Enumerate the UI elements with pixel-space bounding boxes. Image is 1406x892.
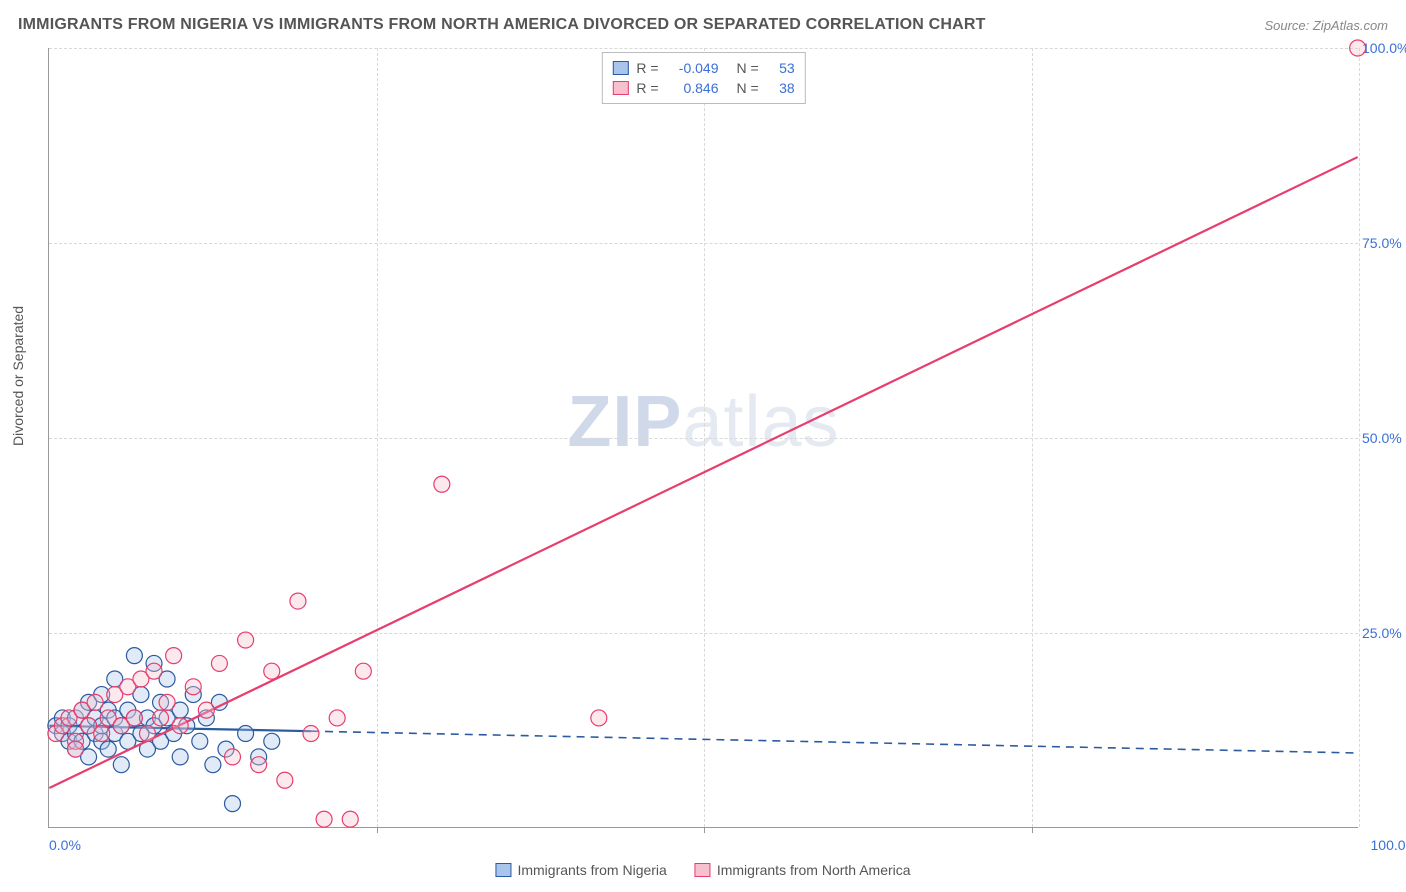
series-label-0: Immigrants from Nigeria: [517, 862, 666, 878]
x-tick-label: 0.0%: [49, 837, 81, 853]
y-axis-label: Divorced or Separated: [10, 306, 26, 446]
series-legend: Immigrants from Nigeria Immigrants from …: [495, 862, 910, 878]
series-label-1: Immigrants from North America: [717, 862, 911, 878]
y-tick-label: 50.0%: [1362, 430, 1406, 446]
series-swatch-blue: [495, 863, 511, 877]
chart-title: IMMIGRANTS FROM NIGERIA VS IMMIGRANTS FR…: [18, 16, 986, 34]
x-tick-label: 100.0%: [1371, 837, 1406, 853]
y-tick-label: 100.0%: [1362, 40, 1406, 56]
series-swatch-pink: [695, 863, 711, 877]
y-tick-label: 75.0%: [1362, 235, 1406, 251]
series-item-1: Immigrants from North America: [695, 862, 911, 878]
source-text: Source: ZipAtlas.com: [1264, 18, 1388, 33]
y-tick-label: 25.0%: [1362, 625, 1406, 641]
series-item-0: Immigrants from Nigeria: [495, 862, 666, 878]
plot-area: ZIPatlas 25.0%50.0%75.0%100.0% 0.0%100.0…: [48, 48, 1358, 828]
scatter-svg: [49, 48, 1358, 827]
